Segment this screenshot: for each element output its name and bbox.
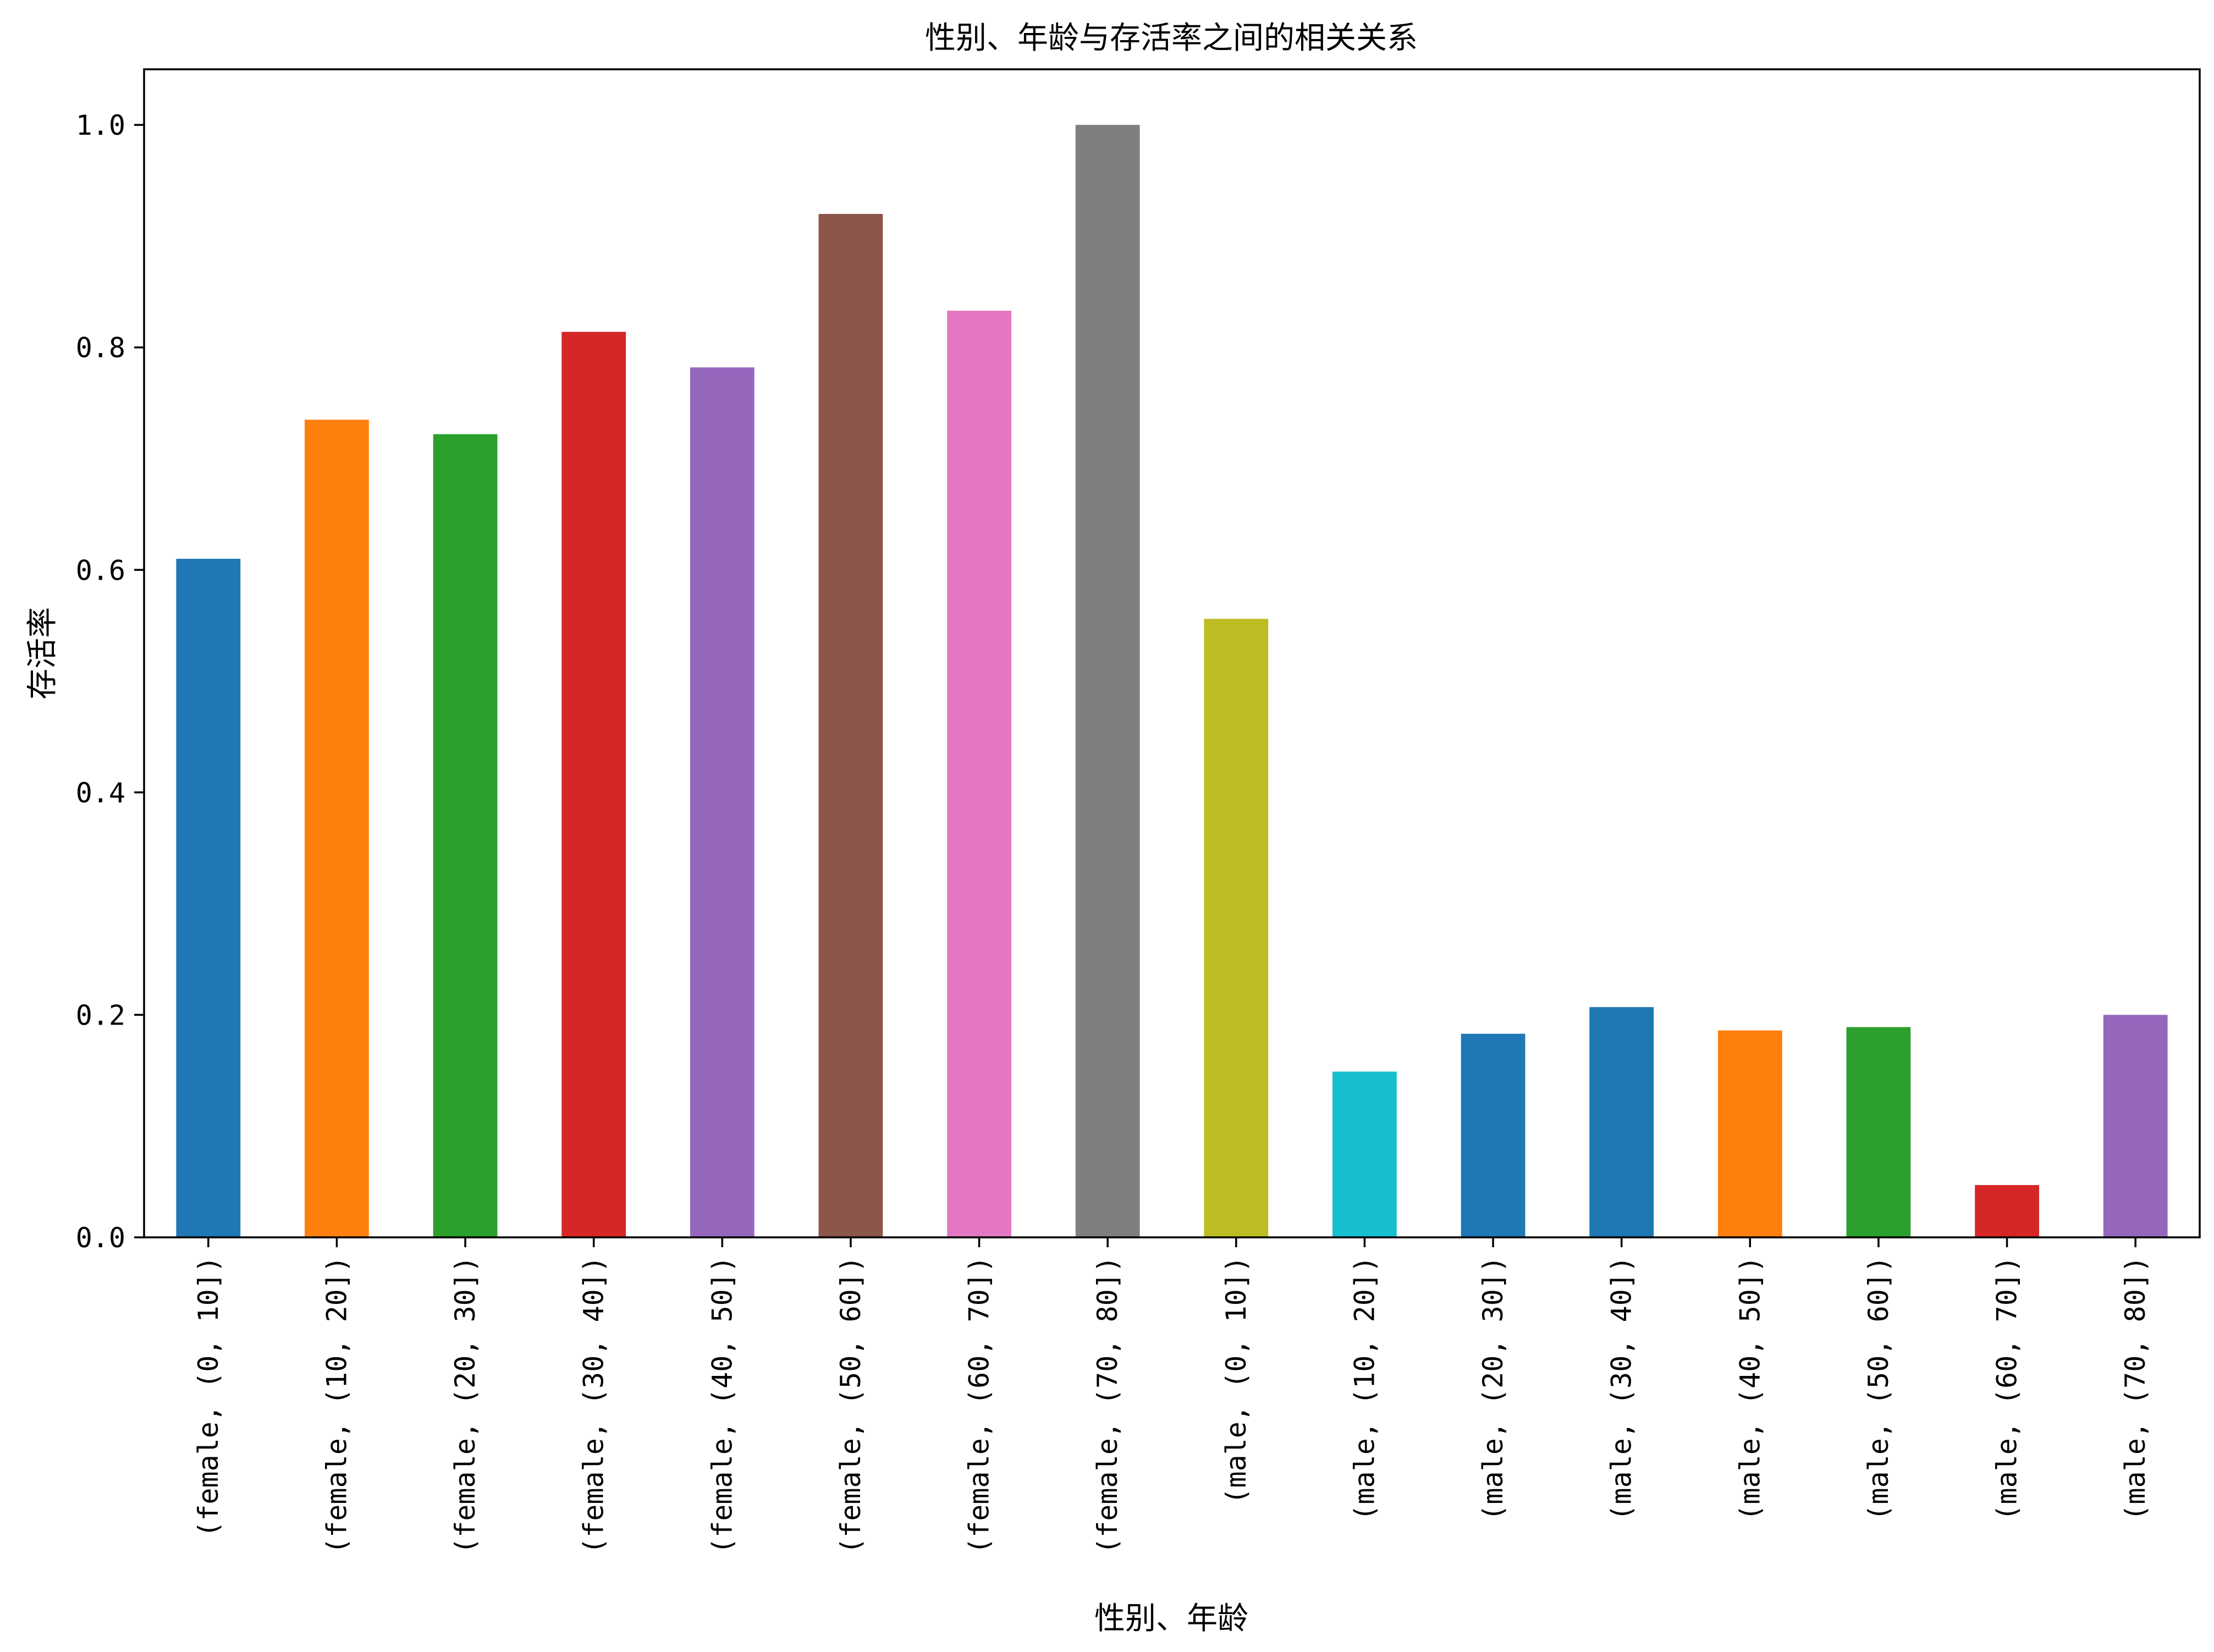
bar-12	[1717, 1030, 1782, 1237]
y-tick-label-0: 0.0	[76, 1222, 125, 1254]
x-tick-label-6: (female, (60, 70])	[963, 1256, 995, 1554]
chart-title: 性别、年龄与存活率之间的相关关系	[925, 20, 1418, 56]
x-tick-label-9: (male, (10, 20])	[1348, 1256, 1380, 1521]
bar-11	[1589, 1007, 1654, 1237]
bar-9	[1332, 1071, 1397, 1237]
bar-10	[1461, 1033, 1525, 1237]
x-tick-label-13: (male, (50, 60])	[1863, 1256, 1894, 1521]
x-tick-label-15: (male, (70, 80])	[2119, 1256, 2151, 1521]
x-axis: (female, (0, 10]) (female, (10, 20]) (fema…	[192, 1237, 2151, 1554]
x-tick-label-4: (female, (40, 50])	[706, 1256, 738, 1554]
y-tick-label-1: 0.2	[76, 999, 125, 1031]
bar-13	[1846, 1027, 1911, 1237]
x-axis-label: 性别、年龄	[1094, 1601, 1248, 1637]
x-tick-label-14: (male, (60, 70])	[1991, 1256, 2023, 1521]
x-tick-label-10: (male, (20, 30])	[1477, 1256, 1509, 1521]
y-axis: 0.0 0.2 0.4 0.6 0.8 1.0	[76, 109, 144, 1254]
bar-4	[690, 367, 754, 1237]
x-tick-label-1: (female, (10, 20])	[321, 1256, 353, 1554]
y-tick-label-2: 0.4	[76, 777, 125, 809]
plot-frame	[143, 68, 2201, 1238]
x-tick-label-11: (male, (30, 40])	[1606, 1256, 1638, 1521]
x-tick-label-7: (female, (70, 80])	[1092, 1256, 1123, 1554]
bar-2	[433, 434, 498, 1237]
bar-8	[1204, 619, 1269, 1237]
x-tick-label-5: (female, (50, 60])	[835, 1256, 867, 1554]
bar-3	[561, 332, 626, 1237]
bar-5	[818, 214, 883, 1237]
bar-14	[1975, 1185, 2039, 1237]
x-tick-label-2: (female, (20, 30])	[449, 1256, 481, 1554]
x-tick-label-12: (male, (40, 50])	[1734, 1256, 1766, 1521]
y-axis-label: 存活率	[25, 607, 60, 700]
bars-group	[176, 125, 2168, 1238]
y-tick-label-3: 0.6	[76, 554, 125, 586]
y-tick-label-4: 0.8	[76, 332, 125, 364]
x-tick-label-0: (female, (0, 10])	[192, 1256, 224, 1538]
y-tick-label-5: 1.0	[76, 109, 125, 141]
x-tick-label-3: (female, (30, 40])	[578, 1256, 610, 1554]
x-tick-label-8: (male, (0, 10])	[1220, 1256, 1252, 1505]
bar-0	[176, 559, 241, 1237]
bar-6	[947, 311, 1011, 1237]
bar-1	[305, 420, 369, 1238]
bar-15	[2103, 1015, 2168, 1237]
bar-7	[1075, 125, 1140, 1238]
